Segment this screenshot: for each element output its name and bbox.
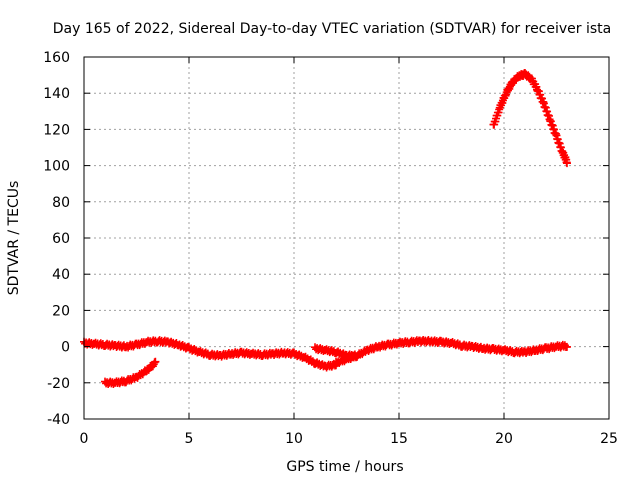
series-sat-e bbox=[489, 68, 571, 168]
y-tick-label: -40 bbox=[47, 412, 70, 428]
x-tick-label: 25 bbox=[600, 431, 618, 447]
x-tick-label: 5 bbox=[185, 431, 194, 447]
x-tick-label: 15 bbox=[390, 431, 408, 447]
y-tick-label: 160 bbox=[43, 50, 70, 66]
x-axis-label: GPS time / hours bbox=[286, 459, 403, 475]
y-tick-label: -20 bbox=[47, 376, 70, 392]
x-tick-label: 10 bbox=[285, 431, 303, 447]
series-sat-a bbox=[80, 336, 340, 372]
series-sat-b bbox=[101, 357, 160, 388]
y-tick-label: 80 bbox=[52, 195, 70, 211]
data-points bbox=[80, 68, 571, 388]
y-tick-label: 20 bbox=[52, 303, 70, 319]
y-tick-label: 120 bbox=[43, 122, 70, 138]
grid bbox=[84, 57, 609, 419]
y-axis-label: SDTVAR / TECUs bbox=[6, 181, 22, 296]
axis-ticks: 0 5 10 15 20 25 -40 -20 0 20 40 60 80 100 120 140 160 bbox=[43, 50, 618, 447]
y-tick-label: 140 bbox=[43, 86, 70, 102]
y-tick-label: 100 bbox=[43, 159, 70, 175]
x-tick-label: 0 bbox=[80, 431, 89, 447]
chart-title: Day 165 of 2022, Sidereal Day-to-day VTE… bbox=[53, 21, 611, 37]
data-point bbox=[563, 159, 571, 168]
x-tick-label: 20 bbox=[495, 431, 513, 447]
series-sat-d bbox=[332, 335, 571, 368]
y-tick-label: 40 bbox=[52, 267, 70, 283]
data-point bbox=[563, 342, 571, 351]
data-point bbox=[151, 357, 160, 366]
y-tick-label: 0 bbox=[61, 340, 70, 356]
y-tick-label: 60 bbox=[52, 231, 70, 247]
